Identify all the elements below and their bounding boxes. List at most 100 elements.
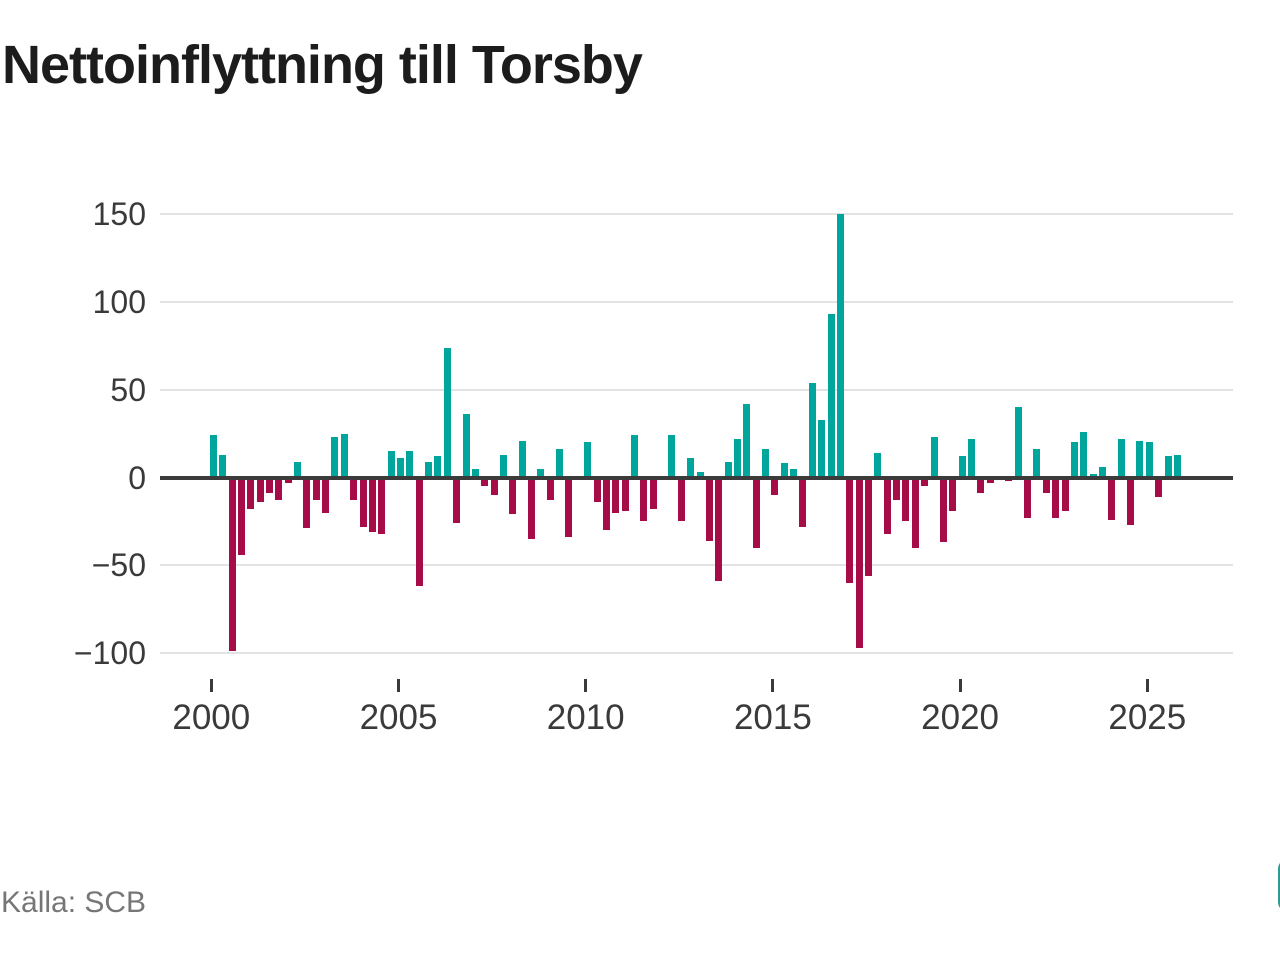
bar-q3 xyxy=(237,477,245,555)
bar-q47 xyxy=(649,477,657,510)
bar-q34 xyxy=(528,477,536,539)
y-tick-label: 150 xyxy=(92,196,146,233)
bar-q54 xyxy=(715,477,723,581)
source-note: Källa: SCB xyxy=(1,886,147,919)
y-tick-label: 100 xyxy=(92,284,146,321)
gridline-100 xyxy=(160,301,1233,304)
bar-q49 xyxy=(668,435,676,478)
bar-q102 xyxy=(1164,456,1172,478)
bar-q65 xyxy=(818,419,826,478)
gridline-50 xyxy=(160,388,1233,391)
bar-q63 xyxy=(799,477,807,527)
bar-q5 xyxy=(256,477,264,503)
bar-q42 xyxy=(602,477,610,531)
plot-area xyxy=(160,190,1233,666)
bar-q8 xyxy=(284,477,292,483)
bar-q41 xyxy=(593,477,601,503)
bar-q31 xyxy=(499,454,507,478)
bar-q75 xyxy=(911,477,919,548)
bar-q6 xyxy=(265,477,273,494)
bar-q88 xyxy=(1033,449,1041,478)
bar-q51 xyxy=(687,458,695,478)
bar-q87 xyxy=(1024,477,1032,518)
y-axis: 150 100 50 0 −50 −100 xyxy=(0,190,146,671)
bar-q72 xyxy=(883,477,891,534)
x-tick-2025 xyxy=(1145,679,1149,692)
bar-q100 xyxy=(1145,442,1153,478)
bar-q13 xyxy=(331,437,339,478)
gridline--100 xyxy=(160,651,1233,654)
bar-q9 xyxy=(294,461,302,478)
bar-q73 xyxy=(893,477,901,501)
bar-q98 xyxy=(1127,477,1135,525)
bar-q78 xyxy=(939,477,947,543)
bar-q64 xyxy=(808,382,816,478)
bar-q4 xyxy=(247,477,255,510)
bar-q60 xyxy=(771,477,779,496)
bar-q17 xyxy=(368,477,376,532)
x-tick-label-2010: 2010 xyxy=(546,698,625,737)
bar-q27 xyxy=(462,414,470,478)
bar-q24 xyxy=(434,456,442,478)
bar-q36 xyxy=(546,477,554,501)
x-tick-label-2000: 2000 xyxy=(172,698,251,737)
bar-q45 xyxy=(631,435,638,478)
bar-q89 xyxy=(1042,477,1050,494)
page-title: Nettoinflyttning till Torsby xyxy=(2,35,643,95)
bar-q2 xyxy=(228,477,236,652)
bar-q93 xyxy=(1080,431,1088,478)
bar-q67 xyxy=(836,214,844,478)
bar-q76 xyxy=(921,477,929,487)
bar-q79 xyxy=(949,477,957,511)
bar-q56 xyxy=(733,438,741,478)
bar-q44 xyxy=(621,477,629,511)
bar-q18 xyxy=(378,477,386,534)
zero-baseline xyxy=(160,475,1233,480)
gridline--50 xyxy=(160,564,1233,567)
bar-q77 xyxy=(930,437,938,478)
bar-q62 xyxy=(790,468,798,478)
bar-q33 xyxy=(518,440,526,478)
bar-q80 xyxy=(958,456,966,478)
x-tick-2005 xyxy=(397,679,400,692)
bar-q7 xyxy=(275,477,283,501)
bar-q71 xyxy=(874,452,882,478)
bar-q69 xyxy=(855,477,863,648)
bar-q83 xyxy=(986,477,994,483)
bar-q68 xyxy=(846,477,854,583)
bar-q52 xyxy=(696,472,704,478)
bar-q40 xyxy=(584,442,592,478)
x-tick-label-2005: 2005 xyxy=(359,698,438,737)
bar-q1 xyxy=(219,454,227,478)
bar-q53 xyxy=(705,477,713,541)
bar-q32 xyxy=(509,477,517,515)
bar-q55 xyxy=(724,461,732,478)
bar-q57 xyxy=(743,403,751,478)
bar-q25 xyxy=(443,347,451,478)
bar-q11 xyxy=(312,477,320,501)
bar-q37 xyxy=(556,449,564,478)
bar-q16 xyxy=(359,477,367,527)
x-tick-label-2025: 2025 xyxy=(1108,698,1187,737)
x-tick-2000 xyxy=(209,679,213,692)
bar-q74 xyxy=(902,477,910,522)
bar-q50 xyxy=(677,477,685,522)
bar-q97 xyxy=(1117,438,1125,478)
y-tick-label: −50 xyxy=(91,547,146,584)
bar-q28 xyxy=(471,468,479,478)
bar-q38 xyxy=(565,477,573,538)
bar-q81 xyxy=(967,438,975,478)
bar-q43 xyxy=(612,477,620,513)
bar-q22 xyxy=(415,477,423,587)
x-tick-label-2015: 2015 xyxy=(733,698,812,737)
bar-q70 xyxy=(865,477,872,576)
bar-q21 xyxy=(406,451,414,478)
bar-q23 xyxy=(425,461,433,478)
bar-q91 xyxy=(1061,477,1069,511)
bar-q14 xyxy=(340,433,348,478)
y-tick-label: 50 xyxy=(110,371,146,408)
bar-q99 xyxy=(1136,440,1144,478)
gridline-150 xyxy=(160,213,1233,216)
bar-q103 xyxy=(1173,454,1181,478)
